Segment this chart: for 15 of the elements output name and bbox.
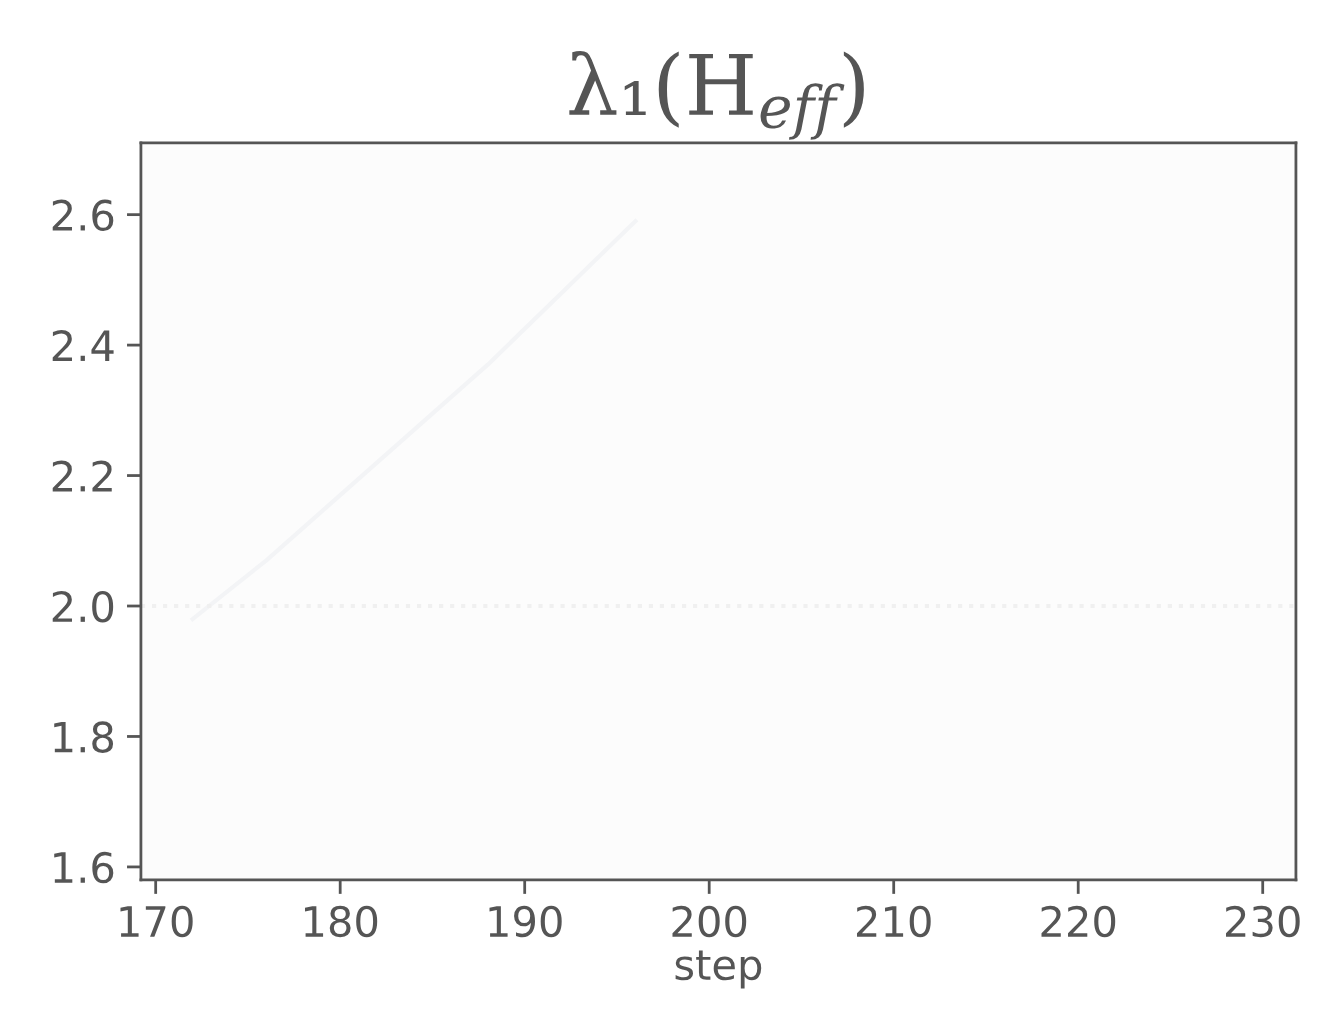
y-tick-label: 2.4 bbox=[52, 330, 114, 361]
x-axis-title: step bbox=[675, 950, 762, 989]
y-tick-label: 2.0 bbox=[52, 590, 114, 623]
chart-title: λ₁(H$_{eff}$) bbox=[569, 50, 864, 140]
y-tick-label: 2.2 bbox=[52, 460, 112, 492]
x-tick-label: 220 bbox=[1041, 905, 1116, 938]
y-tick-label: 2.6 bbox=[52, 199, 114, 232]
x-tick-label: 210 bbox=[856, 905, 931, 938]
x-tick-label: 200 bbox=[672, 905, 747, 938]
x-tick-label: 190 bbox=[489, 905, 562, 938]
y-tick-label: 1.6 bbox=[54, 851, 114, 884]
x-tick-label: 230 bbox=[1226, 905, 1300, 938]
y-tick-label: 1.8 bbox=[54, 721, 114, 753]
x-tick-label: 180 bbox=[305, 905, 378, 938]
x-tick-label: 170 bbox=[120, 905, 193, 938]
